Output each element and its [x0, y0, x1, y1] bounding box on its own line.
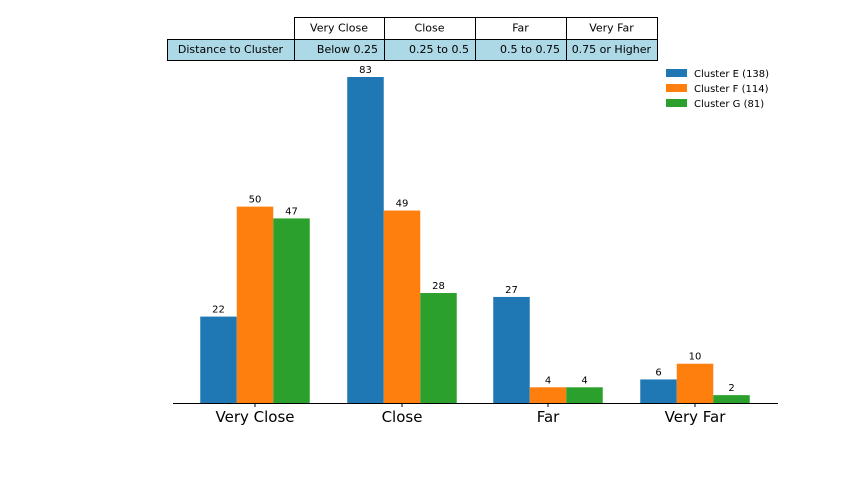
legend-swatch — [666, 69, 687, 77]
bar-value-label: 50 — [249, 195, 262, 206]
bar-3-2 — [713, 395, 750, 403]
bar-0-2 — [273, 218, 310, 403]
bar-0-0 — [200, 316, 237, 403]
bar-value-label: 28 — [432, 281, 445, 292]
bar-1-2 — [420, 293, 457, 403]
x-tick-label: Close — [382, 408, 423, 426]
bar-value-label: 49 — [396, 199, 409, 210]
table-cell-text: 0.75 or Higher — [572, 43, 652, 56]
bar-value-label: 27 — [505, 285, 518, 296]
table-cell-text: 0.25 to 0.5 — [409, 43, 469, 56]
table-header-text: Close — [415, 22, 445, 35]
bar-value-label: 4 — [545, 375, 551, 386]
bar-value-label: 10 — [689, 352, 702, 363]
legend-swatch — [666, 84, 687, 92]
legend-label: Cluster G (81) — [694, 99, 764, 110]
bar-value-label: 47 — [285, 206, 298, 217]
bar-plot-area: 22 50 47 83 49 28 27 4 4 6 10 2 — [200, 65, 750, 403]
table-header-text: Very Close — [310, 22, 368, 35]
data-table: Very Close Close Far Very Far Distance to Cl… — [167, 17, 658, 61]
legend: Cluster E (138) Cluster F (114) Cluster G … — [666, 69, 769, 110]
table-header-text: Far — [512, 22, 529, 35]
bar-1-0 — [347, 77, 384, 403]
x-tick-label: Far — [537, 408, 560, 426]
table-cell-text: 0.5 to 0.75 — [500, 43, 560, 56]
bar-2-1 — [529, 387, 567, 403]
bar-0-1 — [236, 206, 274, 403]
bar-1-1 — [383, 210, 421, 403]
bar-value-label: 6 — [655, 367, 661, 378]
table-cell — [566, 39, 658, 61]
bar-value-label: 22 — [212, 305, 225, 316]
x-axis-ticks: Very Close Close Far Very Far — [216, 403, 727, 426]
bar-value-label: 83 — [359, 65, 372, 76]
bar-value-label: 4 — [581, 375, 587, 386]
bar-2-2 — [566, 387, 603, 403]
bar-2-0 — [493, 296, 530, 403]
legend-label: Cluster F (114) — [694, 84, 769, 95]
x-tick-label: Very Close — [216, 408, 295, 426]
table-row-label: Distance to Cluster — [178, 43, 284, 56]
x-tick-label: Very Far — [665, 408, 727, 426]
bar-3-0 — [640, 379, 677, 403]
legend-label: Cluster E (138) — [694, 69, 769, 80]
legend-swatch — [666, 99, 687, 107]
bar-3-1 — [676, 363, 714, 403]
table-cell-text: Below 0.25 — [317, 43, 378, 56]
table-header-text: Very Far — [589, 22, 634, 35]
bar-value-label: 2 — [728, 383, 734, 394]
